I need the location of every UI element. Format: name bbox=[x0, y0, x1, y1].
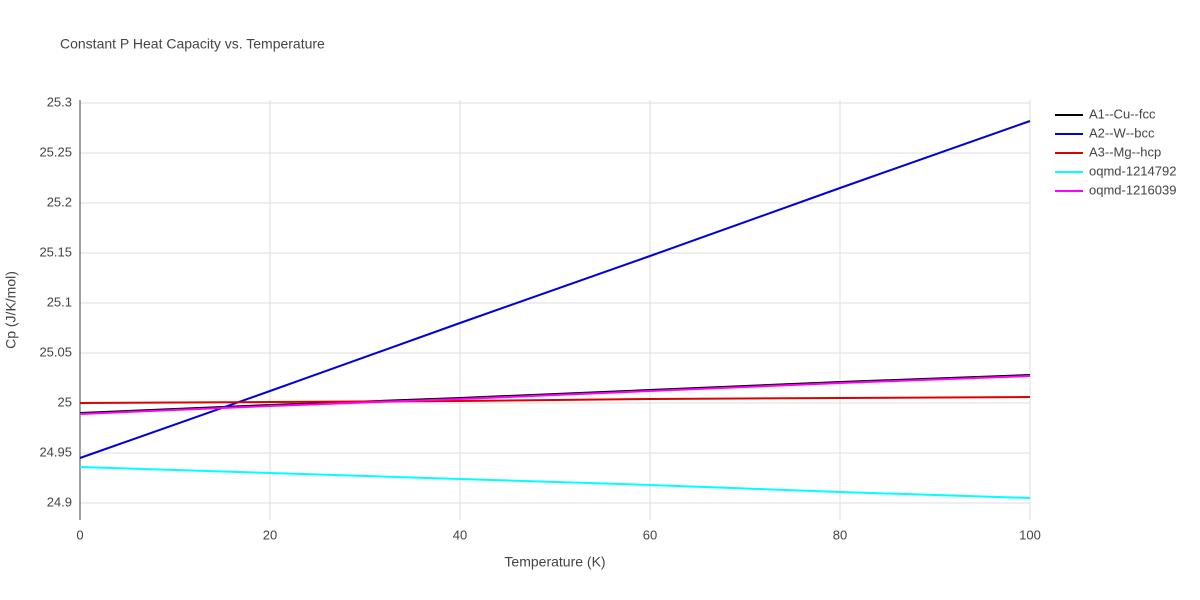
legend-label: A1--Cu--fcc bbox=[1089, 106, 1156, 121]
y-axis-label: Cp (J/K/mol) bbox=[3, 271, 19, 349]
series-line bbox=[79, 466, 1031, 499]
legend-label: A3--Mg--hcp bbox=[1089, 144, 1161, 159]
legend-label: oqmd-1214792 bbox=[1089, 163, 1176, 178]
y-tick-label: 25.3 bbox=[47, 94, 72, 109]
y-tick-label: 25.2 bbox=[47, 194, 72, 209]
legend-label: A2--W--bcc bbox=[1089, 125, 1155, 140]
y-tick-label: 25.15 bbox=[39, 244, 72, 259]
x-tick-label: 0 bbox=[76, 527, 83, 542]
y-tick-label: 24.95 bbox=[39, 444, 72, 459]
x-tick-label: 100 bbox=[1019, 527, 1041, 542]
x-tick-label: 40 bbox=[453, 527, 467, 542]
y-tick-label: 25.05 bbox=[39, 344, 72, 359]
chart-title: Constant P Heat Capacity vs. Temperature bbox=[60, 36, 325, 52]
series-line bbox=[79, 396, 1031, 404]
x-axis-label: Temperature (K) bbox=[504, 554, 605, 570]
y-tick-label: 25.25 bbox=[39, 144, 72, 159]
series-line bbox=[79, 375, 1031, 415]
x-tick-label: 80 bbox=[833, 527, 847, 542]
legend-label: oqmd-1216039 bbox=[1089, 182, 1176, 197]
y-tick-label: 24.9 bbox=[47, 494, 72, 509]
y-tick-label: 25.1 bbox=[47, 294, 72, 309]
x-tick-label: 20 bbox=[263, 527, 277, 542]
x-tick-label: 60 bbox=[643, 527, 657, 542]
y-tick-label: 25 bbox=[58, 394, 72, 409]
